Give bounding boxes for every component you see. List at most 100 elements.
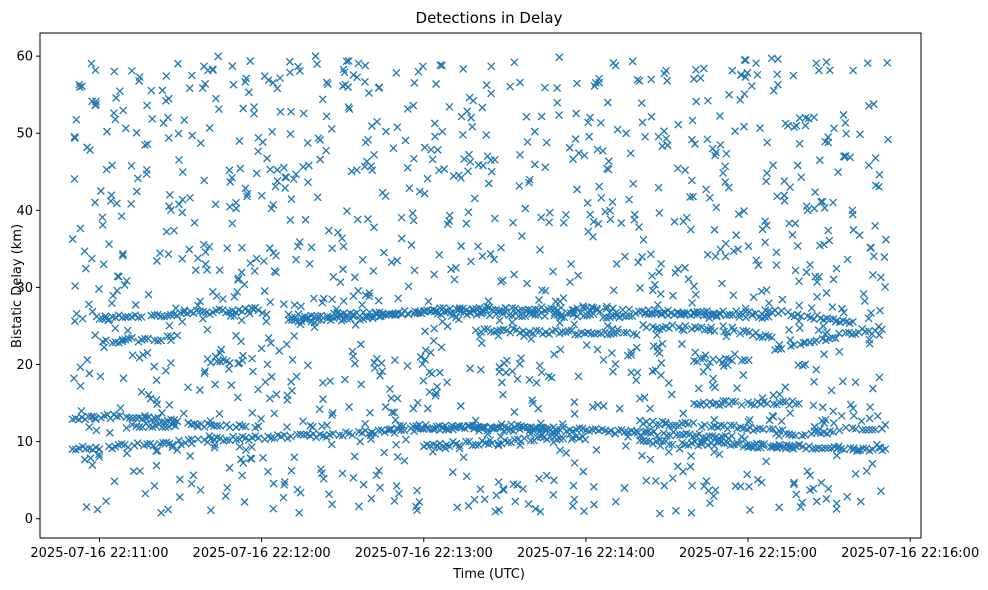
data-point bbox=[272, 390, 281, 399]
data-point bbox=[642, 323, 651, 332]
data-point bbox=[237, 316, 246, 325]
data-point bbox=[206, 416, 215, 425]
x-tick-label: 2025-07-16 22:15:00 bbox=[679, 546, 817, 561]
data-point bbox=[657, 359, 666, 368]
data-point bbox=[349, 71, 358, 79]
data-point bbox=[287, 466, 296, 475]
data-point bbox=[757, 287, 766, 296]
data-point bbox=[92, 100, 101, 108]
data-point bbox=[286, 432, 295, 441]
data-point bbox=[559, 434, 568, 443]
data-point bbox=[464, 167, 472, 176]
data-point bbox=[322, 112, 331, 121]
data-point bbox=[688, 298, 697, 307]
data-point bbox=[583, 198, 592, 207]
data-point bbox=[425, 387, 434, 396]
data-point bbox=[436, 61, 445, 70]
data-point bbox=[727, 431, 736, 440]
data-point bbox=[240, 280, 249, 289]
data-point bbox=[354, 59, 363, 68]
data-point bbox=[327, 440, 336, 449]
data-point bbox=[122, 449, 131, 458]
data-point bbox=[674, 120, 683, 129]
y-axis-label: Bistatic Delay (km) bbox=[10, 224, 25, 348]
data-point bbox=[623, 351, 632, 360]
data-point bbox=[608, 304, 617, 313]
data-point bbox=[431, 391, 440, 400]
data-point bbox=[537, 423, 545, 432]
data-point bbox=[835, 347, 844, 356]
data-point bbox=[279, 300, 288, 309]
data-point bbox=[630, 215, 639, 224]
data-point bbox=[474, 160, 483, 169]
data-point bbox=[668, 291, 677, 300]
data-point bbox=[592, 445, 601, 454]
data-point bbox=[322, 78, 331, 87]
data-point bbox=[159, 438, 168, 447]
data-point bbox=[378, 367, 387, 376]
data-point bbox=[142, 170, 151, 179]
data-point bbox=[169, 419, 178, 428]
data-point bbox=[144, 390, 153, 399]
data-point bbox=[209, 422, 218, 431]
data-point bbox=[744, 356, 753, 365]
data-point bbox=[287, 107, 295, 116]
data-point bbox=[759, 425, 768, 434]
data-point bbox=[745, 505, 754, 514]
data-point bbox=[812, 59, 821, 68]
data-point bbox=[229, 80, 238, 89]
data-point bbox=[789, 71, 798, 80]
data-point bbox=[196, 307, 204, 316]
data-point bbox=[287, 313, 296, 322]
data-point bbox=[575, 424, 584, 433]
data-point bbox=[165, 400, 174, 409]
plot-area-frame bbox=[39, 32, 922, 539]
data-point bbox=[487, 167, 496, 176]
data-point bbox=[710, 415, 719, 424]
data-point bbox=[586, 210, 595, 219]
data-point bbox=[76, 381, 85, 390]
data-point bbox=[326, 377, 335, 386]
data-point bbox=[864, 101, 873, 110]
data-point bbox=[364, 135, 373, 144]
data-point bbox=[863, 59, 872, 68]
data-point bbox=[729, 247, 738, 256]
data-point bbox=[703, 96, 712, 105]
data-point bbox=[747, 441, 756, 450]
data-point bbox=[593, 345, 602, 354]
data-point bbox=[104, 316, 113, 325]
data-point bbox=[140, 334, 149, 343]
data-point bbox=[494, 441, 503, 450]
data-point bbox=[166, 359, 175, 367]
data-point bbox=[705, 432, 714, 441]
data-point bbox=[633, 368, 642, 377]
data-point bbox=[397, 213, 406, 222]
data-point bbox=[559, 293, 568, 302]
data-point bbox=[606, 215, 615, 224]
data-point bbox=[495, 316, 504, 325]
data-point bbox=[603, 321, 612, 330]
data-point bbox=[832, 451, 841, 460]
data-point bbox=[528, 396, 537, 405]
data-point bbox=[754, 261, 763, 270]
data-point bbox=[361, 419, 370, 428]
data-point bbox=[547, 304, 556, 313]
data-point bbox=[601, 207, 610, 216]
data-point bbox=[91, 198, 99, 207]
data-point bbox=[733, 384, 741, 393]
data-point bbox=[593, 306, 602, 315]
data-point bbox=[875, 306, 884, 315]
data-point bbox=[693, 310, 702, 319]
data-point bbox=[523, 137, 532, 146]
data-point bbox=[490, 214, 499, 223]
data-point bbox=[81, 444, 90, 453]
data-point bbox=[269, 504, 278, 513]
data-point bbox=[376, 483, 384, 492]
data-point bbox=[721, 162, 730, 171]
data-point bbox=[441, 444, 450, 453]
data-point bbox=[98, 221, 107, 229]
data-point bbox=[310, 312, 319, 321]
data-point bbox=[216, 349, 224, 358]
data-point bbox=[486, 327, 495, 336]
x-axis-label: Time (UTC) bbox=[452, 567, 525, 582]
